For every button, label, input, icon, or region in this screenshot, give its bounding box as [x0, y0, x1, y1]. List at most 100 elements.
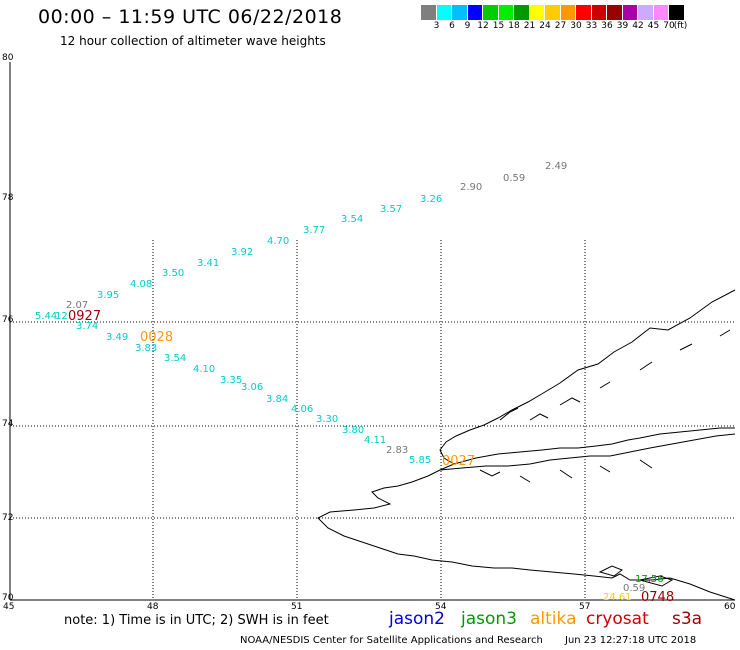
- lon-label: 45: [3, 602, 14, 612]
- wave-height-label: 3.77: [303, 225, 325, 236]
- wave-height-label: 3.57: [380, 204, 402, 215]
- colorbar-swatch: [622, 5, 638, 20]
- wave-height-label: 4.10: [193, 364, 215, 375]
- map-title: 00:00 – 11:59 UTC 06/22/2018: [38, 6, 343, 28]
- lon-label: 57: [579, 602, 590, 612]
- wave-height-label: 3.80: [342, 425, 364, 436]
- colorbar-label: 27: [554, 21, 567, 31]
- wave-height-label: 3.41: [197, 258, 219, 269]
- lat-label: 80: [2, 53, 14, 63]
- colorbar-swatch: [514, 5, 530, 20]
- coastline-inlets: [499, 329, 731, 421]
- coastline-strait-north: [453, 427, 735, 465]
- wave-height-label: 5.44: [35, 311, 57, 322]
- lon-label: 60: [724, 602, 736, 612]
- pass-time-label: 0927: [68, 309, 101, 324]
- legend-jason2: jason2: [389, 609, 445, 629]
- colorbar-swatch: [467, 5, 483, 20]
- colorbar-label: 70: [663, 21, 675, 31]
- wave-height-label: 4.11: [364, 435, 386, 446]
- colorbar-swatch: [653, 5, 669, 20]
- wave-height-label: 3.92: [231, 247, 253, 258]
- colorbar-swatch: [591, 5, 607, 20]
- wave-height-label: 3.54: [341, 214, 363, 225]
- colorbar-swatch: [529, 5, 545, 20]
- legend-s3a: s3a: [672, 609, 703, 629]
- legend-cryosat: cryosat: [586, 609, 649, 629]
- generated-timestamp: Jun 23 12:27:18 UTC 2018: [565, 635, 697, 646]
- wave-height-label: 3.95: [97, 290, 119, 301]
- colorbar-swatch: [576, 5, 592, 20]
- pass-time-label: 0028: [140, 330, 173, 345]
- colorbar-swatch: [421, 5, 437, 20]
- colorbar-swatch: [452, 5, 468, 20]
- wave-height-label: 3.35: [220, 375, 242, 386]
- coastline-islands: [598, 565, 674, 587]
- lon-label: 48: [147, 602, 159, 612]
- colorbar-label: 15: [492, 21, 505, 31]
- colorbar-swatch: [483, 5, 499, 20]
- colorbar-swatch: [498, 5, 514, 20]
- coastline-outer: [317, 289, 736, 601]
- colorbar-label: 12: [477, 21, 489, 31]
- colorbar-label: (ft): [673, 21, 688, 31]
- colorbar-swatch: [560, 5, 576, 20]
- colorbar-label: 33: [585, 21, 598, 31]
- wave-height-label: 3.49: [106, 332, 128, 343]
- wave-height-label: 2.83: [386, 445, 408, 456]
- colorbar-swatch: [638, 5, 654, 20]
- lat-label: 78: [2, 193, 14, 203]
- wave-height-label: 3.83: [135, 343, 157, 354]
- lat-label: 76: [2, 315, 14, 325]
- wave-height-label: 2.07: [66, 300, 88, 311]
- lat-label: 72: [2, 513, 13, 523]
- wave-height-label: 5.85: [409, 455, 431, 466]
- coastline-inlets-south: [479, 459, 653, 483]
- wave-height-label: 4.06: [291, 404, 313, 415]
- wave-height-label: 4.70: [267, 236, 289, 247]
- colorbar-label: 24: [539, 21, 551, 31]
- wave-height-label: 3.84: [266, 394, 288, 405]
- lon-label: 54: [435, 602, 447, 612]
- coastline: [317, 289, 736, 601]
- wave-height-label: 3.50: [162, 268, 184, 279]
- footer-note: note: 1) Time is in UTC; 2) SWH is in fe…: [64, 613, 329, 628]
- wave-height-label: 24.61: [603, 592, 632, 603]
- wave-height-colorbar: [421, 5, 685, 20]
- colorbar-label: 39: [616, 21, 629, 31]
- colorbar-swatch: [545, 5, 561, 20]
- wave-height-label: 17.56: [635, 574, 664, 585]
- pass-time-label: 0027: [442, 454, 475, 469]
- legend-altika: altika: [530, 609, 577, 629]
- wave-height-label: 3.54: [164, 353, 186, 364]
- pass-time-labels: 0927 0028 0027 0748: [68, 309, 674, 605]
- colorbar-label: 6: [449, 21, 455, 31]
- colorbar-label: 21: [523, 21, 536, 31]
- colorbar-label: 30: [570, 21, 582, 31]
- colorbar-swatch: [436, 5, 452, 20]
- map-subtitle: 12 hour collection of altimeter wave hei…: [60, 34, 326, 48]
- colorbar-swatch: [669, 5, 685, 20]
- wave-height-label: 2.49: [545, 161, 567, 172]
- wave-height-label: 3.74: [76, 321, 98, 332]
- graticule: [10, 240, 735, 600]
- wave-height-label: 2.90: [460, 182, 482, 193]
- wave-height-label: 3.06: [241, 382, 263, 393]
- lat-label: 70: [2, 593, 14, 603]
- coastline-strait-south: [439, 433, 736, 471]
- lat-label: 74: [2, 419, 14, 429]
- colorbar-label: 45: [647, 21, 660, 31]
- colorbar-label: 3: [433, 21, 440, 31]
- colorbar-label: 36: [601, 21, 613, 31]
- wave-height-label: 3.26: [420, 194, 442, 205]
- wave-height-label: 0.59: [623, 583, 645, 594]
- colorbar-label: 9: [464, 21, 471, 31]
- wave-height-observations: 2.49 0.59 2.90 3.26 3.57 3.54 3.77 4.70 3.92 3.41…: [35, 161, 664, 603]
- wave-height-label: 12: [55, 311, 68, 322]
- wave-height-label: 0.59: [503, 173, 525, 184]
- colorbar-swatch: [607, 5, 623, 20]
- legend-jason3: jason3: [461, 609, 517, 629]
- colorbar-label: 42: [632, 21, 644, 31]
